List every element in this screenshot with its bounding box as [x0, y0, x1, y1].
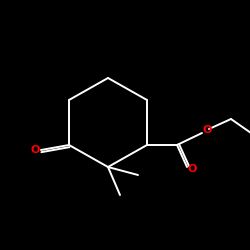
Text: O: O — [202, 125, 212, 135]
Text: O: O — [187, 164, 197, 174]
Text: O: O — [30, 145, 40, 155]
